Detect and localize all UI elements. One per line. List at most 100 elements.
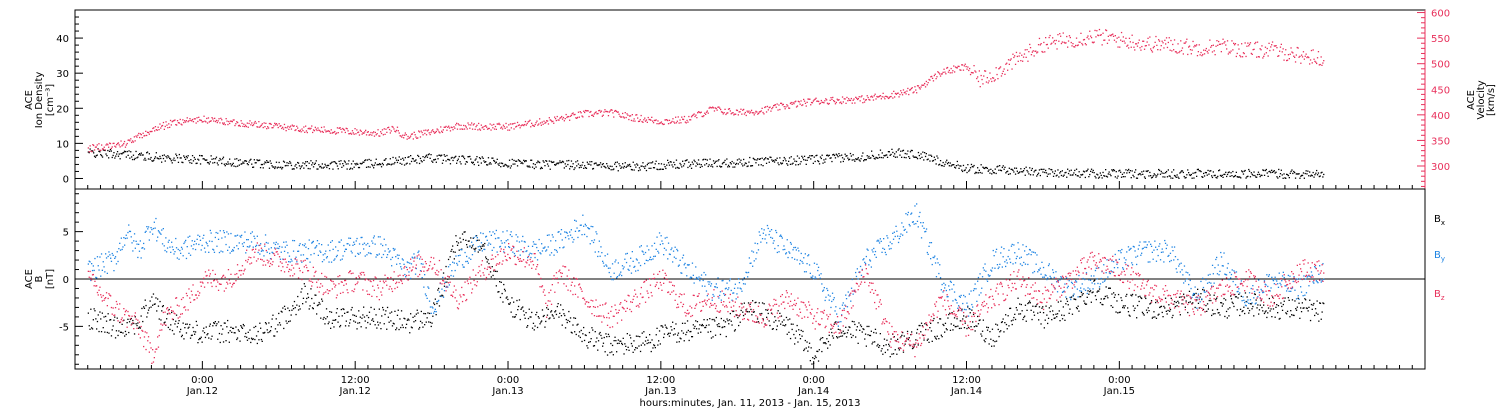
data-point (846, 332, 849, 334)
data-point (875, 156, 877, 159)
data-point (283, 305, 286, 307)
data-point (407, 135, 409, 138)
data-point (1085, 170, 1087, 172)
data-point (786, 163, 788, 165)
data-point (124, 335, 126, 337)
data-point (309, 305, 311, 307)
data-point (659, 122, 661, 124)
data-point (1285, 177, 1287, 179)
data-point (549, 317, 551, 319)
data-point (1316, 174, 1319, 176)
data-point (1028, 302, 1030, 304)
data-point (465, 161, 467, 163)
data-point (738, 158, 740, 160)
time-tick-label: 0:00 (497, 375, 519, 386)
data-point (170, 124, 172, 126)
data-point (565, 318, 567, 321)
data-point (1107, 297, 1109, 299)
data-point (759, 111, 761, 113)
data-point (743, 158, 745, 161)
data-point (303, 245, 305, 247)
data-point (360, 130, 362, 132)
data-point (270, 123, 272, 125)
data-point (1099, 34, 1101, 36)
data-point (923, 339, 925, 341)
data-point (276, 124, 278, 126)
data-point (901, 94, 904, 96)
data-point (356, 328, 358, 330)
data-point (1316, 57, 1319, 59)
data-point (772, 160, 774, 162)
data-point (1072, 294, 1074, 297)
data-point (228, 163, 230, 165)
data-point (960, 69, 962, 71)
data-point (253, 326, 255, 329)
data-point (1298, 56, 1300, 58)
data-point (968, 69, 970, 72)
data-point (204, 336, 207, 339)
date-tick-label: Jan.14 (797, 386, 829, 397)
data-point (796, 324, 798, 327)
data-point (442, 129, 444, 131)
data-point (499, 281, 501, 283)
data-point (112, 154, 114, 157)
data-point (1173, 39, 1176, 41)
data-point (1155, 35, 1157, 38)
data-point (1251, 308, 1253, 310)
data-point (281, 127, 283, 130)
data-point (612, 354, 614, 356)
data-point (414, 315, 416, 317)
data-point (531, 311, 533, 314)
data-point (765, 106, 767, 108)
data-point (1173, 300, 1176, 303)
data-point (192, 160, 195, 162)
data-point (226, 120, 228, 122)
data-point (1089, 30, 1091, 32)
data-point (810, 158, 812, 160)
data-point (984, 167, 986, 170)
data-point (422, 156, 424, 158)
data-point (1264, 46, 1267, 48)
data-point (1294, 171, 1296, 174)
data-point (617, 111, 619, 113)
data-point (508, 303, 510, 305)
data-point (187, 155, 189, 157)
b-axis: -505 (59, 193, 83, 365)
data-point (652, 122, 655, 124)
data-point (133, 158, 135, 161)
data-point (616, 111, 618, 113)
data-point (1296, 306, 1298, 308)
data-point (747, 111, 749, 113)
data-point (148, 239, 150, 241)
data-point (1311, 62, 1313, 64)
data-point (1170, 177, 1172, 179)
data-point (999, 66, 1002, 68)
data-point (390, 164, 392, 166)
density-tick-label: 40 (56, 34, 69, 45)
data-point (417, 312, 419, 314)
data-point (127, 318, 129, 320)
data-point (1160, 305, 1163, 307)
data-point (488, 127, 490, 130)
data-point (430, 325, 432, 328)
data-point (1312, 304, 1314, 306)
data-point (1139, 47, 1141, 49)
data-point (391, 125, 393, 128)
data-point (1302, 307, 1304, 309)
data-point (232, 250, 235, 252)
data-point (846, 155, 848, 157)
data-point (397, 309, 399, 311)
data-point (1197, 302, 1200, 304)
data-point (763, 159, 765, 161)
data-point (224, 124, 226, 126)
data-point (1280, 302, 1282, 304)
data-point (1078, 41, 1080, 43)
data-point (1290, 310, 1292, 312)
data-point (1216, 297, 1218, 299)
data-point (968, 170, 970, 172)
data-point (1188, 172, 1190, 174)
data-point (1089, 173, 1091, 176)
data-point (811, 102, 814, 104)
data-point (1038, 37, 1041, 40)
data-point (740, 159, 742, 161)
